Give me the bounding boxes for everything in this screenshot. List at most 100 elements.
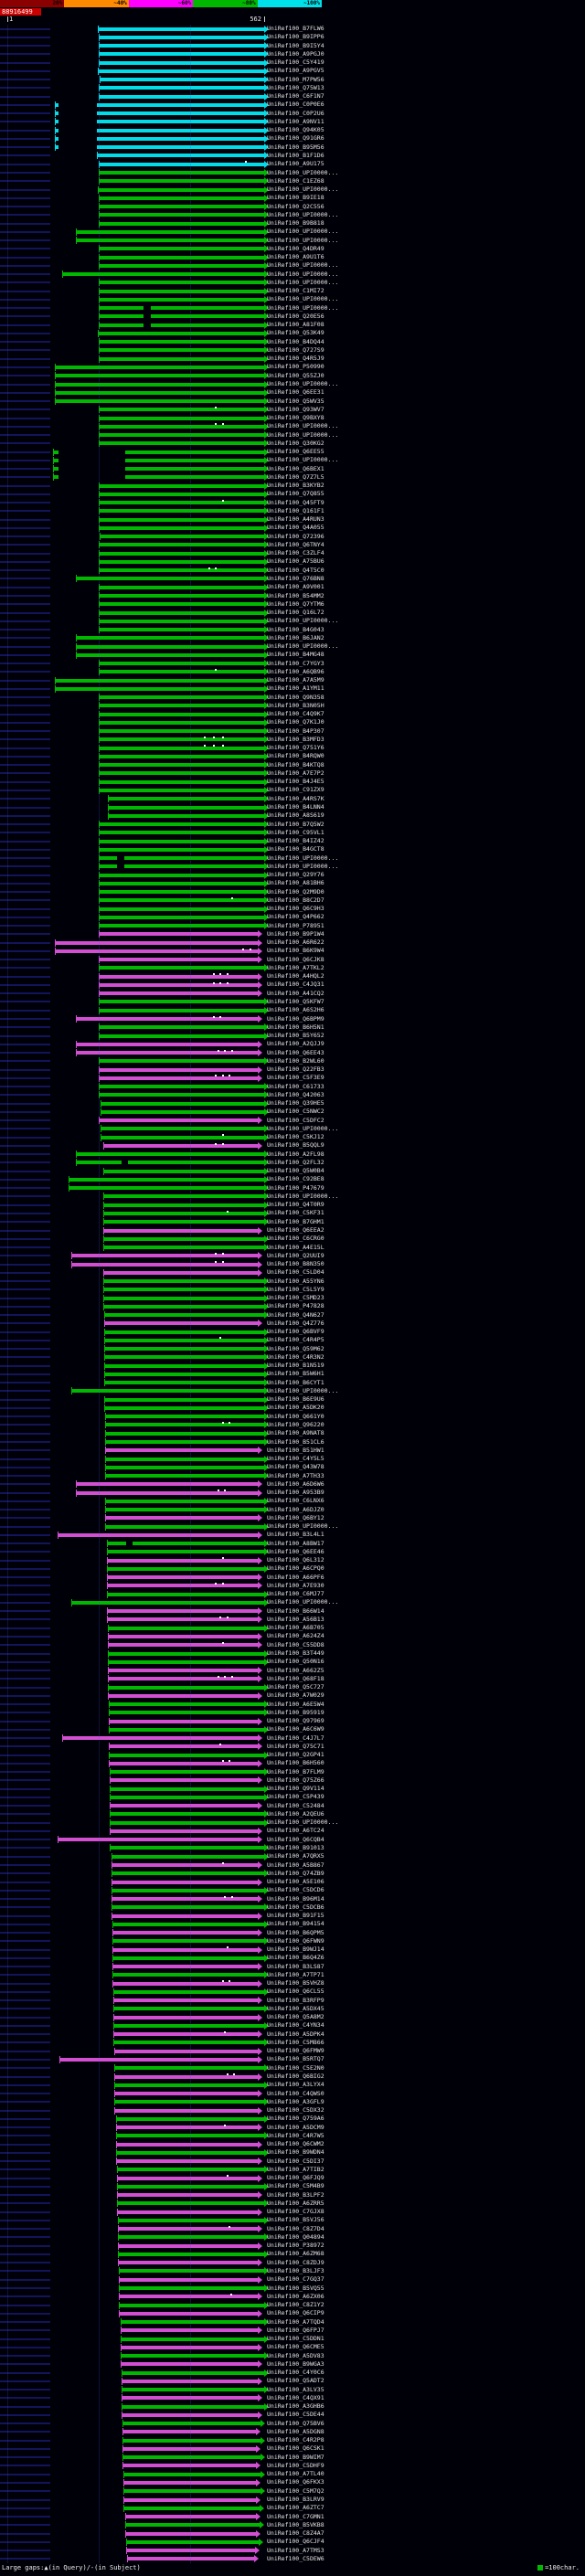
hit-label[interactable]: UniRef100_C5DE44 bbox=[267, 2411, 324, 2419]
hit-label[interactable]: UniRef100_C5M7Q2 bbox=[267, 2486, 324, 2495]
hit-alignment-bar[interactable] bbox=[105, 1415, 264, 1419]
hit-label[interactable]: UniRef100_C4R7W5 bbox=[267, 2131, 324, 2139]
alignment-hit-row[interactable]: UniRef100_A5DCM9 bbox=[0, 2123, 585, 2132]
hit-alignment-bar[interactable] bbox=[98, 86, 264, 90]
hit-alignment-bar[interactable] bbox=[115, 2125, 258, 2130]
hit-label[interactable]: UniRef100_C0P2U6 bbox=[267, 109, 324, 117]
hit-label[interactable]: UniRef100_A7TMS3 bbox=[267, 2546, 324, 2554]
alignment-hit-row[interactable]: UniRef100_Q4R5J9 bbox=[0, 355, 585, 363]
alignment-hit-row[interactable]: UniRef100_Q75C71 bbox=[0, 1743, 585, 1751]
hit-label[interactable]: UniRef100_C4Q9K7 bbox=[267, 710, 324, 718]
hit-alignment-bar[interactable] bbox=[124, 2515, 256, 2519]
hit-label[interactable]: UniRef100_C55DD8 bbox=[267, 1640, 324, 1648]
alignment-hit-row[interactable]: UniRef100_Q7K1J0 bbox=[0, 718, 585, 726]
hit-alignment-bar[interactable] bbox=[110, 1778, 258, 1783]
alignment-hit-row[interactable]: UniRef100_A7TKL2 bbox=[0, 964, 585, 972]
hit-label[interactable]: UniRef100_UPI0000... bbox=[267, 430, 339, 439]
hit-label[interactable]: UniRef100_B3L4L1 bbox=[267, 1531, 324, 1539]
alignment-hit-row[interactable]: UniRef100_C5DDN1 bbox=[0, 2335, 585, 2343]
alignment-hit-row[interactable]: UniRef100_B7FLM9 bbox=[0, 1768, 585, 1776]
hit-alignment-bar[interactable] bbox=[98, 255, 264, 260]
hit-alignment-bar[interactable] bbox=[110, 1795, 264, 1799]
hit-alignment-bar[interactable] bbox=[105, 1440, 264, 1444]
hit-label[interactable]: UniRef100_B4IZ42 bbox=[267, 837, 324, 845]
hit-label[interactable]: UniRef100_Q43W78 bbox=[267, 1463, 324, 1471]
hit-alignment-bar[interactable] bbox=[105, 1516, 258, 1521]
hit-label[interactable]: UniRef100_C6MJ77 bbox=[267, 1590, 324, 1598]
alignment-hit-row[interactable]: UniRef100_C4R3N2 bbox=[0, 1353, 585, 1362]
hit-alignment-bar[interactable] bbox=[106, 1575, 258, 1580]
hit-alignment-bar[interactable] bbox=[124, 2523, 260, 2528]
alignment-hit-row[interactable]: UniRef100_UPI0000... bbox=[0, 422, 585, 430]
hit-label[interactable]: UniRef100_Q30KG2 bbox=[267, 439, 324, 447]
hit-alignment-bar[interactable] bbox=[102, 1304, 264, 1309]
alignment-hit-row[interactable]: UniRef100_B5QQL9 bbox=[0, 1141, 585, 1150]
alignment-hit-row[interactable]: UniRef100_A7TQD4 bbox=[0, 2317, 585, 2327]
alignment-hit-row[interactable]: UniRef100_Q9BXY8 bbox=[0, 414, 585, 422]
alignment-hit-row[interactable]: UniRef100_Q6BEX1 bbox=[0, 465, 585, 473]
hit-alignment-bar[interactable] bbox=[98, 906, 264, 911]
hit-label[interactable]: UniRef100_Q4T5C0 bbox=[267, 566, 324, 574]
hit-alignment-bar[interactable] bbox=[116, 2210, 258, 2214]
hit-label[interactable]: UniRef100_B91013 bbox=[267, 1843, 324, 1851]
hit-alignment-bar[interactable] bbox=[110, 1820, 264, 1825]
hit-label[interactable]: UniRef100_A6ZX06 bbox=[267, 2292, 324, 2300]
hit-label[interactable]: UniRef100_C5F3E9 bbox=[267, 1074, 324, 1082]
hit-label[interactable]: UniRef100_Q75W13 bbox=[267, 83, 324, 91]
alignment-hit-row[interactable]: UniRef100_A3LV35 bbox=[0, 2386, 585, 2394]
alignment-hit-row[interactable]: UniRef100_Q6TNY4 bbox=[0, 541, 585, 549]
hit-alignment-bar[interactable] bbox=[98, 433, 264, 438]
alignment-hit-row[interactable]: UniRef100_B51CL6 bbox=[0, 1437, 585, 1446]
alignment-hit-row[interactable]: UniRef100_Q7Q855 bbox=[0, 490, 585, 498]
hit-label[interactable]: UniRef100_B95M56 bbox=[267, 143, 324, 151]
hit-alignment-bar[interactable] bbox=[98, 60, 264, 65]
hit-alignment-bar[interactable] bbox=[98, 763, 264, 768]
alignment-hit-row[interactable]: UniRef100_A7TP71 bbox=[0, 1971, 585, 1979]
hit-label[interactable]: UniRef100_C5DEW6 bbox=[267, 2554, 324, 2562]
hit-label[interactable]: UniRef100_C5DI37 bbox=[267, 2157, 324, 2165]
hit-alignment-bar[interactable] bbox=[98, 568, 264, 573]
hit-alignment-bar[interactable] bbox=[55, 382, 264, 387]
hit-alignment-bar[interactable] bbox=[98, 543, 264, 547]
alignment-hit-row[interactable]: UniRef100_B9WGA3 bbox=[0, 2360, 585, 2369]
hit-alignment-bar[interactable] bbox=[98, 788, 264, 792]
hit-label[interactable]: UniRef100_A6C6W9 bbox=[267, 1725, 324, 1733]
alignment-hit-row[interactable]: UniRef100_UPI0000... bbox=[0, 279, 585, 287]
hit-alignment-bar[interactable] bbox=[105, 1524, 264, 1529]
hit-label[interactable]: UniRef100_C7GQ37 bbox=[267, 2275, 324, 2284]
alignment-hit-row[interactable]: UniRef100_Q96220 bbox=[0, 1421, 585, 1429]
alignment-hit-row[interactable]: UniRef100_Q6BVF9 bbox=[0, 1328, 585, 1336]
hit-alignment-bar[interactable] bbox=[55, 365, 264, 369]
hit-label[interactable]: UniRef100_C4J7L7 bbox=[267, 1733, 324, 1742]
hit-alignment-bar[interactable] bbox=[98, 424, 264, 429]
hit-alignment-bar[interactable] bbox=[122, 2464, 256, 2468]
alignment-hit-row[interactable]: UniRef100_A5DX45 bbox=[0, 2005, 585, 2013]
alignment-hit-row[interactable]: UniRef100_A7TMS3 bbox=[0, 2546, 585, 2555]
hit-alignment-bar[interactable] bbox=[112, 2041, 264, 2045]
hit-alignment-bar[interactable] bbox=[107, 805, 264, 810]
hit-label[interactable]: UniRef100_C4R3N2 bbox=[267, 1352, 324, 1361]
alignment-hit-row[interactable]: UniRef100_C7YGY3 bbox=[0, 660, 585, 668]
alignment-hit-row[interactable]: UniRef100_Q6BPM9 bbox=[0, 1014, 585, 1023]
alignment-hit-row[interactable]: UniRef100_UPI0000... bbox=[0, 642, 585, 651]
hit-label[interactable]: UniRef100_C5LD04 bbox=[267, 1268, 324, 1277]
alignment-hit-row[interactable]: UniRef100_P50990 bbox=[0, 363, 585, 371]
alignment-hit-row[interactable]: UniRef100_UPI0000... bbox=[0, 853, 585, 863]
hit-alignment-bar[interactable] bbox=[107, 1669, 258, 1673]
hit-label[interactable]: UniRef100_A8S619 bbox=[267, 811, 324, 820]
hit-alignment-bar[interactable] bbox=[111, 1854, 264, 1859]
alignment-hit-row[interactable]: UniRef100_C5DI37 bbox=[0, 2157, 585, 2166]
alignment-hit-row[interactable]: UniRef100_A3LYX4 bbox=[0, 2081, 585, 2089]
alignment-hit-row[interactable]: UniRef100_C4R7W5 bbox=[0, 2132, 585, 2140]
hit-alignment-bar[interactable] bbox=[107, 1685, 264, 1690]
alignment-hit-row[interactable]: UniRef100_Q4Z776 bbox=[0, 1320, 585, 1328]
alignment-hit-row[interactable]: UniRef100_Q661Y0 bbox=[0, 1413, 585, 1421]
alignment-hit-row[interactable]: UniRef100_Q5W0B4 bbox=[0, 1167, 585, 1175]
hit-label[interactable]: UniRef100_Q6FJQ9 bbox=[267, 2174, 324, 2182]
alignment-hit-row[interactable]: UniRef100_C5DHF9 bbox=[0, 2462, 585, 2470]
hit-label[interactable]: UniRef100_Q751Y6 bbox=[267, 744, 324, 752]
hit-alignment-bar[interactable] bbox=[98, 822, 264, 827]
hit-label[interactable]: UniRef100_B6CYT1 bbox=[267, 1378, 324, 1386]
hit-label[interactable]: UniRef100_Q6BIG2 bbox=[267, 2072, 324, 2080]
hit-label[interactable]: UniRef100_A953B9 bbox=[267, 1489, 324, 1497]
